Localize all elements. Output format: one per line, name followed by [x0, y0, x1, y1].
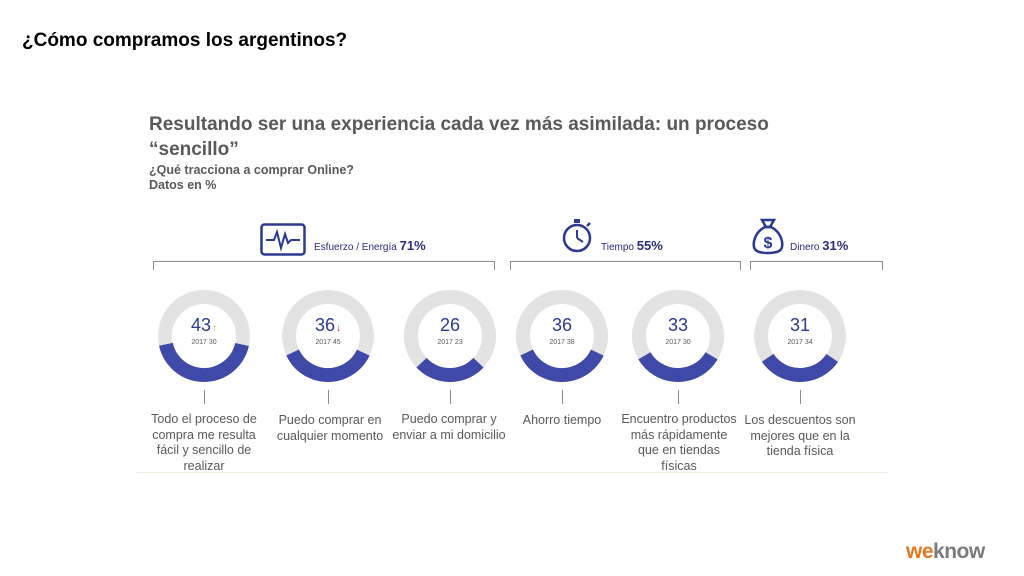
logo-part-we: we: [906, 540, 934, 563]
group-label-dinero: Dinero 31%: [790, 238, 848, 253]
donut-fill-arc: [282, 290, 374, 382]
donut-chart-item: 43↑ 2017 30: [156, 288, 252, 384]
donut-chart-item: 33 2017 30: [630, 288, 726, 384]
donut-caption: Los descuentos son mejores que en la tie…: [744, 413, 856, 458]
donut-caption: Puedo comprar en cualquier momento: [276, 413, 384, 443]
group-name: Dinero: [790, 242, 820, 253]
donut-chart-item: 36↓ 2017 45: [280, 288, 376, 384]
bracket-tiempo: [510, 261, 741, 270]
trend-up-icon: ↑: [212, 323, 218, 334]
group-name: Tiempo: [601, 242, 634, 253]
donut-chart-item: 36 2017 38: [514, 288, 610, 384]
donut-value: 33: [630, 315, 726, 335]
donut-caption: Encuentro productos más rápidamente que …: [621, 412, 737, 473]
donut-value-number: 33: [667, 315, 689, 335]
group-name: Esfuerzo / Energía: [314, 242, 397, 253]
donut-caption: Ahorro tiempo: [522, 413, 602, 427]
connector-line: [562, 390, 563, 404]
donut-value: 36↓: [280, 315, 376, 339]
donut-previous-value: 2017 23: [437, 339, 463, 346]
donut-value: 43↑: [156, 315, 252, 339]
donut-previous-value: 2017 34: [787, 339, 813, 346]
donut-value-number: 43: [190, 315, 212, 335]
donut-fill-arc: [516, 290, 608, 382]
connector-line: [800, 390, 801, 404]
connector-line: [204, 390, 205, 404]
donut-value-number: 36: [314, 315, 336, 335]
chart-headline: Resultando ser una experiencia cada vez …: [149, 114, 769, 160]
connector-line: [450, 390, 451, 404]
donut-value-number: 36: [551, 315, 573, 335]
donut-value-number: 31: [789, 315, 811, 335]
trend-down-icon: ↓: [336, 323, 342, 334]
group-label-tiempo: Tiempo 55%: [601, 238, 663, 253]
donut-previous-value: 2017 45: [315, 339, 341, 346]
bracket-esfuerzo: [153, 261, 495, 270]
donut-fill-arc: [632, 290, 724, 382]
group-pct: 71%: [399, 238, 426, 253]
stopwatch-icon: [562, 219, 592, 253]
donut-previous-value: 2017 30: [665, 339, 691, 346]
subtitle-unit: Datos en %: [149, 178, 217, 192]
page-title: ¿Cómo compramos los argentinos?: [22, 30, 348, 51]
donut-value: 26: [402, 315, 498, 335]
weknow-logo: weknow: [906, 540, 985, 564]
donut-value: 36: [514, 315, 610, 335]
donut-chart-item: 26 2017 23: [402, 288, 498, 384]
money-bag-icon: $: [752, 218, 784, 255]
panel-divider: [136, 472, 888, 473]
group-pct: 55%: [636, 238, 663, 253]
group-label-esfuerzo: Esfuerzo / Energía 71%: [314, 238, 426, 253]
bracket-dinero: [750, 261, 883, 270]
donut-previous-value: 2017 38: [549, 339, 575, 346]
donut-chart-item: 31 2017 34: [752, 288, 848, 384]
donut-caption: Todo el proceso de compra me resulta fác…: [151, 412, 257, 473]
donut-value: 31: [752, 315, 848, 335]
logo-part-know: know: [933, 540, 985, 563]
chart-subtitle: ¿Qué tracciona a comprar Online? Datos e…: [149, 163, 354, 193]
subtitle-question: ¿Qué tracciona a comprar Online?: [149, 163, 354, 177]
heartbeat-monitor-icon: [260, 223, 306, 256]
donut-value-number: 26: [439, 315, 461, 335]
connector-line: [328, 390, 329, 404]
svg-text:$: $: [764, 235, 773, 252]
group-pct: 31%: [822, 238, 849, 253]
connector-line: [678, 390, 679, 404]
donut-caption: Puedo comprar y enviar a mi domicilio: [392, 412, 506, 442]
donut-previous-value: 2017 30: [191, 339, 217, 346]
chart-panel: Resultando ser una experiencia cada vez …: [136, 100, 888, 476]
donut-fill-arc: [158, 290, 250, 382]
